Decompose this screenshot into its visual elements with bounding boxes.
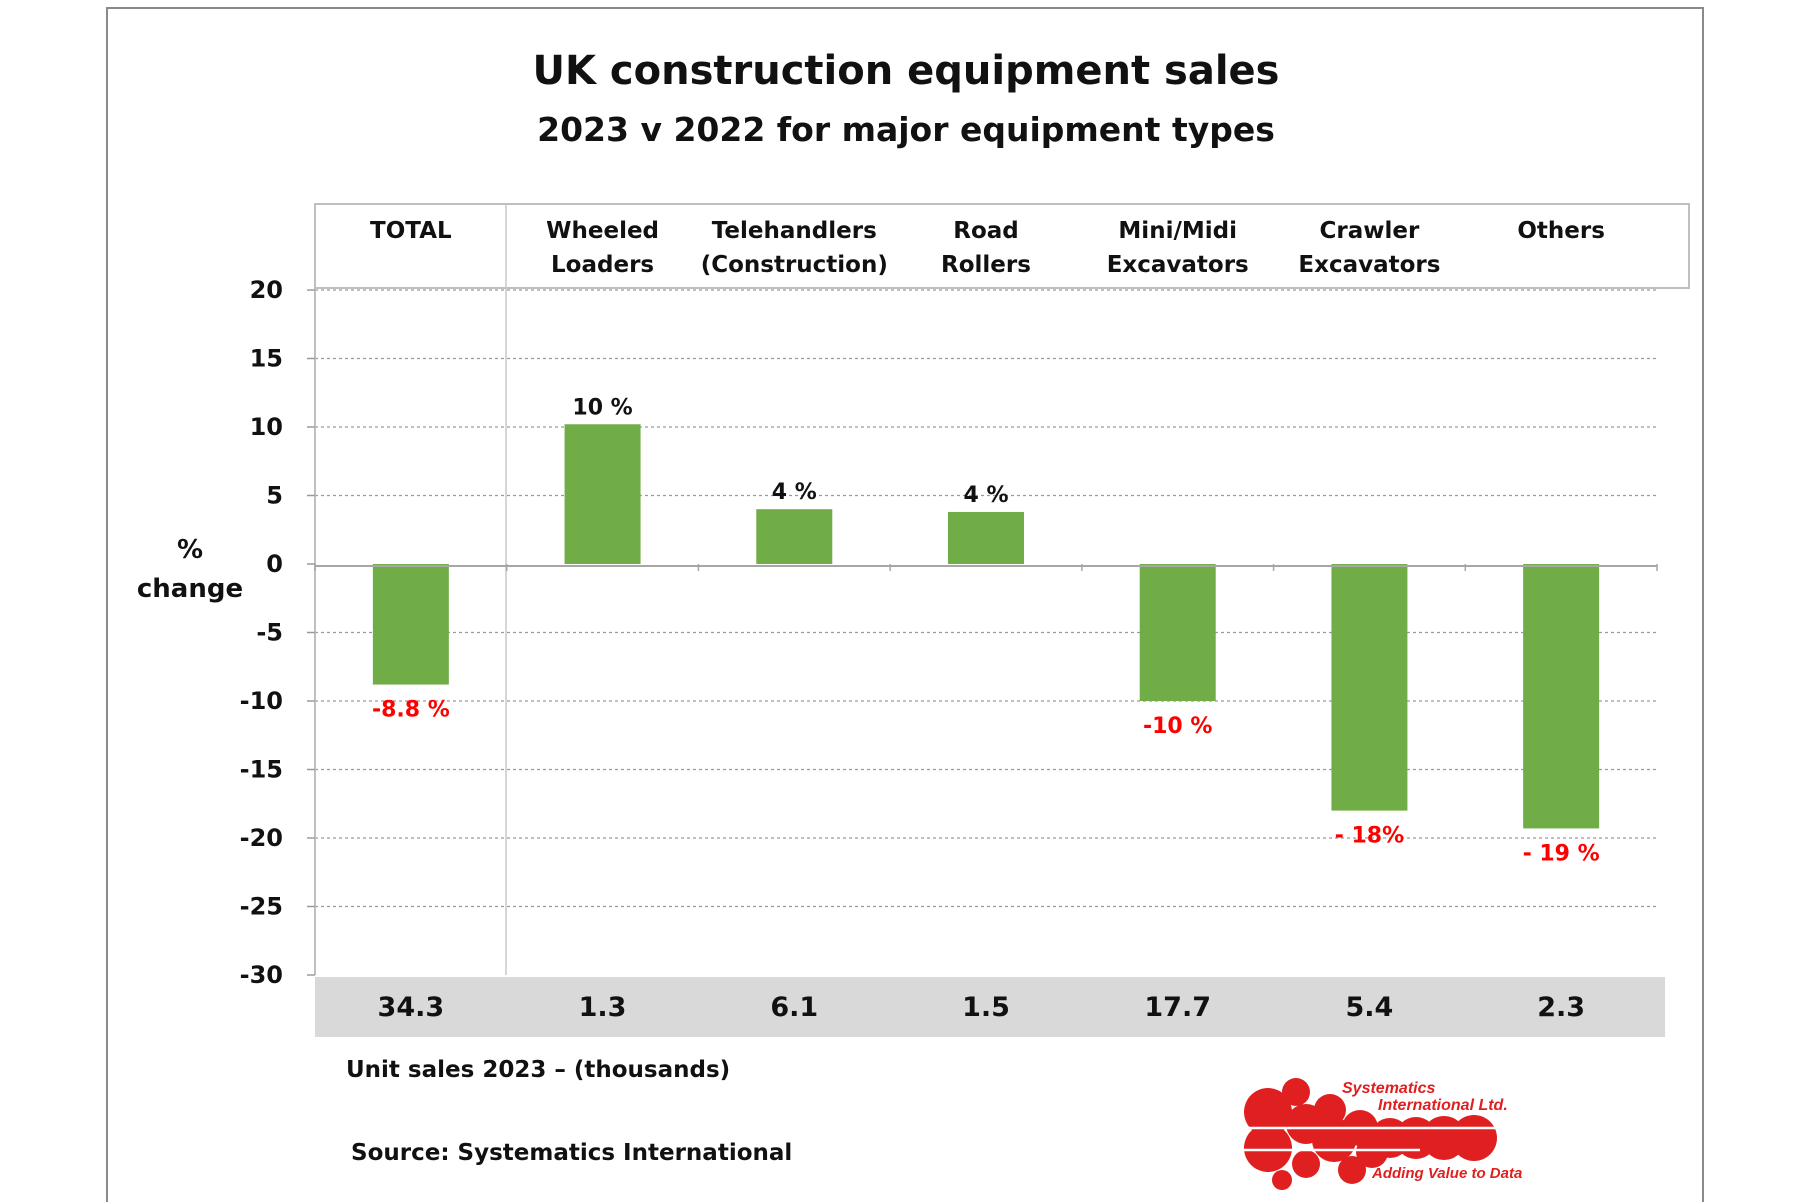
value-label: - 19 % <box>1523 841 1600 866</box>
category-label: TOTAL <box>370 218 452 244</box>
category-label: Rollers <box>941 252 1031 278</box>
category-label: Mini/Midi <box>1118 218 1237 244</box>
y-tick-label: 5 <box>266 482 283 510</box>
bar <box>372 564 449 685</box>
logo-dot <box>1272 1170 1292 1190</box>
y-tick-label: 20 <box>250 276 283 304</box>
unit-sales-value: 1.3 <box>579 992 627 1023</box>
y-tick-label: -10 <box>240 687 283 715</box>
logo-dot <box>1338 1156 1366 1184</box>
y-axis-label-percent: % <box>177 535 203 565</box>
unit-sales-value: 5.4 <box>1346 992 1394 1023</box>
category-label: Wheeled <box>546 218 659 244</box>
bar <box>756 509 833 564</box>
value-label: - 18% <box>1335 824 1404 849</box>
unit-sales-value: 6.1 <box>770 992 818 1023</box>
y-tick-label: 0 <box>266 550 283 578</box>
y-axis-ticks: 20 15 10 5 0 -5 -10 -15 -20 -25 -30 <box>240 276 315 989</box>
category-label: Loaders <box>551 252 654 278</box>
unit-sales-value: 1.5 <box>962 992 1010 1023</box>
value-label: -10 % <box>1143 714 1212 739</box>
logo-dot <box>1292 1150 1320 1178</box>
value-label: -8.8 % <box>372 698 450 723</box>
category-label: Telehandlers <box>712 218 877 244</box>
systematics-logo: Systematics International Ltd. Adding Va… <box>1240 1078 1522 1190</box>
logo-dot <box>1282 1078 1310 1106</box>
y-tick-label: -15 <box>240 756 283 784</box>
logo-tagline: Adding Value to Data <box>1371 1165 1522 1182</box>
logo-name-line2: International Ltd. <box>1378 1097 1508 1114</box>
y-tick-label: -25 <box>240 893 283 921</box>
y-tick-label: 15 <box>250 345 283 373</box>
unit-sales-caption: Unit sales 2023 – (thousands) <box>346 1057 730 1083</box>
value-label: 4 % <box>963 483 1008 508</box>
value-label: 10 % <box>572 395 632 420</box>
unit-sales-value: 17.7 <box>1144 992 1211 1023</box>
bar <box>948 511 1024 564</box>
logo-dot <box>1244 1088 1292 1136</box>
y-tick-label: 10 <box>250 413 283 441</box>
bar <box>1139 564 1216 701</box>
category-header-box <box>314 203 1690 289</box>
category-label: Crawler <box>1320 218 1420 244</box>
logo-name-line1: Systematics <box>1342 1080 1435 1097</box>
logo-dots <box>1240 1078 1500 1190</box>
category-labels: TOTAL Wheeled Loaders Telehandlers (Construc… <box>370 218 1605 278</box>
category-label: Excavators <box>1107 252 1249 278</box>
chart-title: UK construction equipment sales <box>533 48 1280 94</box>
category-label: Excavators <box>1298 252 1440 278</box>
y-tick-label: -5 <box>256 619 283 647</box>
logo-dot <box>1244 1124 1292 1172</box>
category-label: Road <box>953 218 1019 244</box>
y-axis-label-change: change <box>137 574 243 604</box>
category-label: Others <box>1517 218 1605 244</box>
value-label: 4 % <box>772 480 817 505</box>
unit-sales-band <box>315 977 1665 1037</box>
gridlines <box>315 289 1657 908</box>
bar <box>1523 564 1600 829</box>
bar <box>564 424 641 564</box>
value-labels: -8.8 % 10 % 4 % 4 % -10 % - 18% - 19 % <box>372 395 1600 866</box>
zero-axis-ticks <box>314 564 1658 571</box>
y-tick-label: -20 <box>240 824 283 852</box>
bar <box>1331 564 1408 811</box>
unit-sales-value: 2.3 <box>1537 992 1585 1023</box>
bars <box>372 424 1600 829</box>
unit-sales-value: 34.3 <box>378 992 445 1023</box>
source-note: Source: Systematics International <box>351 1140 792 1166</box>
logo-dot <box>1451 1115 1497 1161</box>
category-label: (Construction) <box>701 252 888 278</box>
logo-dot <box>1314 1094 1346 1126</box>
unit-sales-values: 34.3 1.3 6.1 1.5 17.7 5.4 2.3 <box>378 992 1586 1023</box>
y-tick-label: -30 <box>240 961 283 989</box>
chart-subtitle: 2023 v 2022 for major equipment types <box>537 110 1275 149</box>
